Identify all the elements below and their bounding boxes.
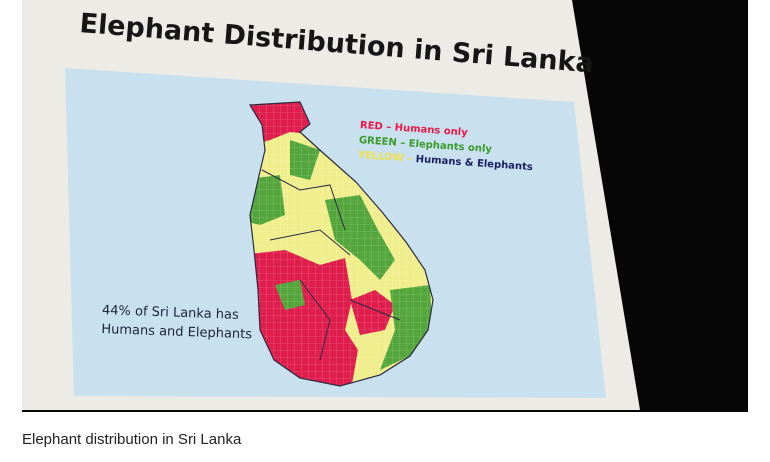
district-borders	[261, 169, 401, 361]
note: 44% of Sri Lanka has Humans and Elephant…	[101, 303, 252, 342]
legend-yellow-key: YELLOW –	[356, 150, 412, 165]
note-line: 44% of Sri Lanka has	[102, 303, 240, 323]
coastline	[248, 101, 434, 387]
caption: Elephant distribution in Sri Lanka	[22, 431, 242, 448]
note-line: Humans and Elephants	[101, 322, 252, 342]
